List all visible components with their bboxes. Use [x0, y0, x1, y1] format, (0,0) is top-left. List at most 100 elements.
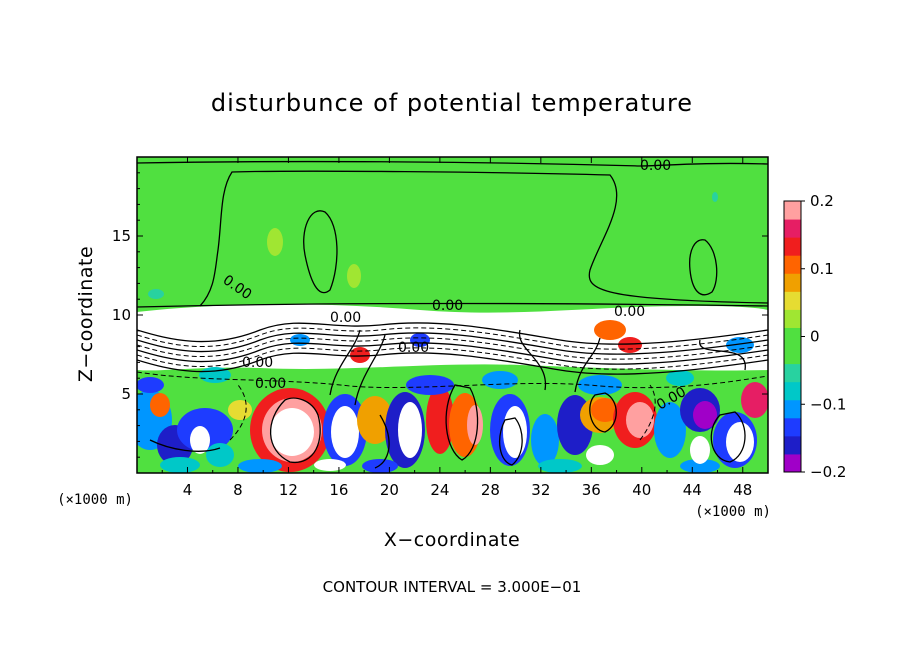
contour-line — [518, 329, 547, 391]
field-patch — [538, 459, 582, 473]
contour-line — [149, 439, 221, 452]
colorbar-tick-label: 0.1 — [810, 260, 834, 278]
colorbar-tick-label: 0.2 — [810, 192, 834, 210]
colorbar-segment — [784, 309, 801, 328]
field-shading — [137, 192, 768, 473]
colorbar-segment — [784, 327, 801, 347]
contour-line — [137, 337, 768, 360]
colorbar-segment — [784, 363, 801, 383]
plot-area — [137, 157, 768, 473]
field-patch — [406, 375, 454, 395]
field-patch — [148, 289, 164, 299]
y-tick-label: 5 — [121, 385, 131, 403]
x-tick-label: 36 — [582, 481, 601, 499]
contour-line — [137, 371, 768, 389]
x-tick-label: 16 — [329, 481, 348, 499]
field-patch — [398, 402, 422, 458]
upper-mixing-band — [137, 304, 768, 371]
contour-line — [374, 414, 390, 469]
field-patch — [238, 459, 282, 473]
contour-line — [199, 170, 768, 307]
colorbar-segment — [784, 399, 801, 419]
contour-label: 0.00 — [398, 340, 429, 356]
field-patch — [270, 408, 314, 456]
contour-line — [303, 210, 338, 294]
field-hole — [314, 459, 346, 471]
field-patch — [618, 337, 642, 353]
field-patch — [347, 264, 361, 288]
field-patch — [726, 422, 754, 462]
contour-line — [699, 339, 746, 371]
contour-label: 0.00 — [330, 310, 361, 326]
field-patch — [160, 457, 200, 473]
contour-line — [710, 411, 746, 463]
contour-line — [445, 384, 479, 461]
field-patch — [137, 377, 164, 393]
x-tick-label: 40 — [632, 481, 651, 499]
x-tick-label: 28 — [481, 481, 500, 499]
field-patch — [482, 371, 518, 389]
x-tick-label: 32 — [531, 481, 550, 499]
field-patch — [467, 405, 483, 445]
contour-line — [354, 334, 386, 406]
colorbar-segment — [784, 345, 801, 365]
contour-line — [137, 352, 768, 375]
x-axis-ticks: 4 8 12 16 20 24 28 32 36 40 44 48 — [161, 157, 752, 499]
x-tick-label: 8 — [233, 481, 243, 499]
colorbar-segment — [784, 291, 801, 310]
field-patch — [267, 228, 283, 256]
contour-label: 0.00 — [255, 376, 286, 392]
x-tick-label: 12 — [279, 481, 298, 499]
x-unit-left: (×1000 m) — [57, 492, 133, 508]
y-tick-label: 10 — [112, 306, 131, 324]
contour-line — [137, 327, 768, 350]
field-patch — [680, 459, 720, 473]
field-patch — [426, 386, 454, 454]
contour-line — [137, 322, 768, 345]
colorbar-segment — [784, 417, 801, 437]
field-hole — [586, 445, 614, 465]
field-patch — [626, 402, 654, 438]
field-patch — [228, 400, 252, 420]
contour-line — [137, 160, 768, 167]
x-tick-label: 44 — [683, 481, 702, 499]
x-axis-label: X−coordinate — [384, 529, 520, 551]
x-tick-label: 20 — [380, 481, 399, 499]
contour-line — [639, 384, 656, 441]
colorbar-segment — [784, 255, 801, 274]
field-patch — [726, 337, 754, 353]
field-patch — [206, 443, 234, 467]
field-patch — [503, 406, 527, 458]
x-tick-label: 4 — [183, 481, 193, 499]
field-patch — [693, 401, 717, 429]
contour-line — [689, 239, 718, 296]
contour-line — [137, 342, 768, 365]
colorbar-segment — [784, 219, 801, 238]
colorbar-segment — [784, 201, 801, 220]
x-unit-right: (×1000 m) — [695, 504, 771, 520]
colorbar — [784, 201, 801, 473]
colorbar-segment — [784, 273, 801, 292]
field-patch — [666, 370, 694, 386]
x-tick-label: 24 — [430, 481, 449, 499]
field-hole — [690, 436, 710, 464]
contour-line — [137, 302, 768, 308]
chart-title: disturbunce of potential temperature — [211, 89, 693, 117]
colorbar-tick-label: 0 — [810, 328, 820, 346]
contour-label: 0.00 — [432, 298, 463, 314]
field-patch — [331, 406, 359, 458]
contour-line — [137, 347, 768, 370]
contour-lines — [137, 160, 768, 469]
colorbar-frame — [783, 200, 802, 473]
field-patch — [150, 393, 170, 417]
contour-line — [269, 397, 321, 463]
field-patch — [654, 402, 686, 458]
field-patch — [578, 375, 622, 395]
contour-line — [499, 417, 523, 466]
contour-label: 0.00 — [640, 158, 671, 174]
contour-label: 0.00 — [614, 304, 645, 320]
colorbar-segment — [784, 453, 801, 473]
y-axis-ticks: 5 10 15 — [112, 172, 768, 458]
colorbar-tick-label: −0.1 — [810, 395, 846, 413]
field-patch — [531, 414, 559, 466]
